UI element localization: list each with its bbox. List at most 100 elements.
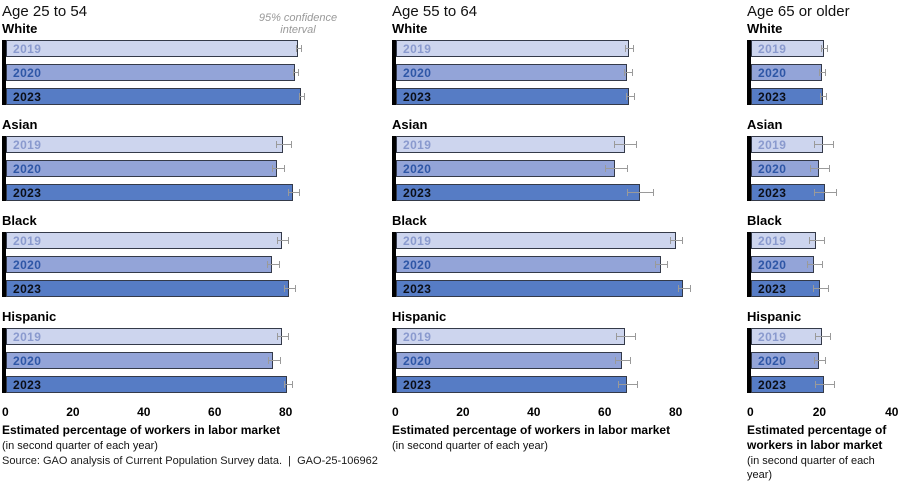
bar-row-2023: 2023 bbox=[751, 376, 899, 393]
bar-2023: 2023 bbox=[6, 88, 302, 105]
bar-year-label: 2020 bbox=[758, 161, 787, 176]
race-group: White 2019 2020 2023 bbox=[747, 21, 900, 105]
x-axis-ticks: 0 20 40 bbox=[747, 405, 899, 419]
tick-label: 80 bbox=[278, 405, 293, 419]
tick-label: 0 bbox=[392, 405, 399, 419]
bar-year-label: 2020 bbox=[403, 353, 432, 368]
bar-row-2019: 2019 bbox=[396, 40, 704, 57]
bar-year-label: 2023 bbox=[403, 185, 432, 200]
bar-row-2020: 2020 bbox=[6, 256, 314, 273]
x-axis-subtitle: (in second quarter of each year) bbox=[2, 440, 158, 452]
bar-row-2019: 2019 bbox=[751, 136, 899, 153]
bar-row-2019: 2019 bbox=[6, 40, 314, 57]
bar-2019: 2019 bbox=[6, 40, 298, 57]
panel-title: Age 55 to 64 bbox=[392, 3, 478, 20]
error-bar bbox=[296, 45, 302, 52]
error-bar bbox=[283, 285, 297, 292]
race-group: Hispanic 2019 2020 2023 bbox=[747, 309, 900, 393]
bar-row-2020: 2020 bbox=[396, 64, 704, 81]
bar-2020: 2020 bbox=[396, 256, 661, 273]
bar-2020: 2020 bbox=[751, 64, 822, 81]
bar-2020: 2020 bbox=[6, 352, 274, 369]
race-group-label: Hispanic bbox=[2, 309, 57, 324]
bars-block: 2019 2020 2023 bbox=[747, 136, 899, 201]
race-group-label: Black bbox=[392, 213, 427, 228]
bars-block: 2019 2020 2023 bbox=[747, 328, 899, 393]
error-bar bbox=[293, 69, 299, 76]
bar-2020: 2020 bbox=[396, 160, 616, 177]
error-bar bbox=[287, 189, 301, 196]
bar-row-2019: 2019 bbox=[396, 232, 704, 249]
bar-row-2023: 2023 bbox=[396, 376, 704, 393]
error-bar bbox=[625, 93, 635, 100]
tick-label: 60 bbox=[598, 405, 612, 419]
bar-row-2023: 2023 bbox=[396, 88, 704, 105]
race-group-label: Hispanic bbox=[747, 309, 802, 324]
race-group-label: Hispanic bbox=[392, 309, 447, 324]
bar-year-label: 2019 bbox=[403, 329, 432, 344]
bars-block: 2019 2020 2023 bbox=[2, 136, 314, 201]
bar-row-2023: 2023 bbox=[751, 280, 899, 297]
bar-row-2023: 2023 bbox=[751, 184, 899, 201]
bar-year-label: 2019 bbox=[403, 41, 432, 56]
bar-2019: 2019 bbox=[396, 328, 625, 345]
tick-label: 80 bbox=[668, 405, 683, 419]
race-group: White 2019 2020 2023 bbox=[2, 21, 340, 105]
bar-2019: 2019 bbox=[751, 40, 824, 57]
bar-row-2020: 2020 bbox=[6, 64, 314, 81]
bar-2019: 2019 bbox=[751, 136, 823, 153]
race-group: Black 2019 2020 2023 bbox=[2, 213, 340, 297]
error-bar bbox=[813, 285, 830, 292]
bar-2020: 2020 bbox=[751, 160, 819, 177]
bars-block: 2019 2020 2023 bbox=[2, 328, 314, 393]
error-bar bbox=[268, 357, 281, 364]
bar-row-2023: 2023 bbox=[396, 280, 704, 297]
bar-row-2020: 2020 bbox=[751, 352, 899, 369]
tick-label: 40 bbox=[137, 405, 151, 419]
bar-row-2019: 2019 bbox=[6, 232, 314, 249]
error-bar bbox=[808, 237, 825, 244]
error-bar bbox=[819, 69, 827, 76]
race-group: Asian 2019 2020 2023 bbox=[2, 117, 340, 201]
race-group-label: White bbox=[747, 21, 783, 36]
panel-age-group-0: Age 25 to 54 White 2019 2020 2023 Asian 2019 20… bbox=[2, 2, 340, 453]
bar-row-2019: 2019 bbox=[751, 328, 899, 345]
bar-year-label: 2023 bbox=[403, 89, 432, 104]
error-bar bbox=[815, 381, 835, 388]
bars-block: 2019 2020 2023 bbox=[2, 232, 314, 297]
error-bar bbox=[604, 165, 628, 172]
bar-row-2019: 2019 bbox=[751, 232, 899, 249]
tick-label: 20 bbox=[66, 405, 80, 419]
error-bar bbox=[283, 381, 293, 388]
bars-block: 2019 2020 2023 bbox=[2, 40, 314, 105]
bar-row-2023: 2023 bbox=[6, 280, 314, 297]
tick-label: 0 bbox=[2, 405, 9, 419]
error-bar bbox=[614, 141, 638, 148]
tick-label: 40 bbox=[885, 405, 899, 419]
x-axis-ticks: 0 20 40 60 80 bbox=[392, 405, 704, 419]
bar-row-2023: 2023 bbox=[6, 184, 314, 201]
error-bar bbox=[618, 381, 638, 388]
error-bar bbox=[616, 333, 636, 340]
bar-year-label: 2023 bbox=[13, 185, 42, 200]
race-group: Asian 2019 2020 2023 bbox=[392, 117, 708, 201]
error-bar bbox=[810, 165, 830, 172]
bar-2023: 2023 bbox=[6, 184, 293, 201]
bar-2019: 2019 bbox=[396, 232, 676, 249]
bar-2023: 2023 bbox=[396, 376, 627, 393]
bar-2023: 2023 bbox=[396, 280, 684, 297]
bar-year-label: 2023 bbox=[758, 377, 787, 392]
bars-block: 2019 2020 2023 bbox=[747, 232, 899, 297]
bar-row-2019: 2019 bbox=[6, 136, 314, 153]
bar-year-label: 2020 bbox=[403, 161, 432, 176]
bars-block: 2019 2020 2023 bbox=[392, 232, 704, 297]
bar-year-label: 2023 bbox=[758, 89, 787, 104]
bars-block: 2019 2020 2023 bbox=[747, 40, 899, 105]
error-bar bbox=[814, 189, 838, 196]
bar-2019: 2019 bbox=[751, 232, 816, 249]
confidence-interval-note: 95% confidence interval bbox=[258, 12, 338, 36]
race-group-label: Asian bbox=[392, 117, 428, 132]
error-bar bbox=[627, 189, 654, 196]
bar-year-label: 2020 bbox=[13, 161, 42, 176]
panel-age-group-1: Age 55 to 64 White 2019 2020 2023 Asian 2019 20… bbox=[392, 2, 708, 453]
